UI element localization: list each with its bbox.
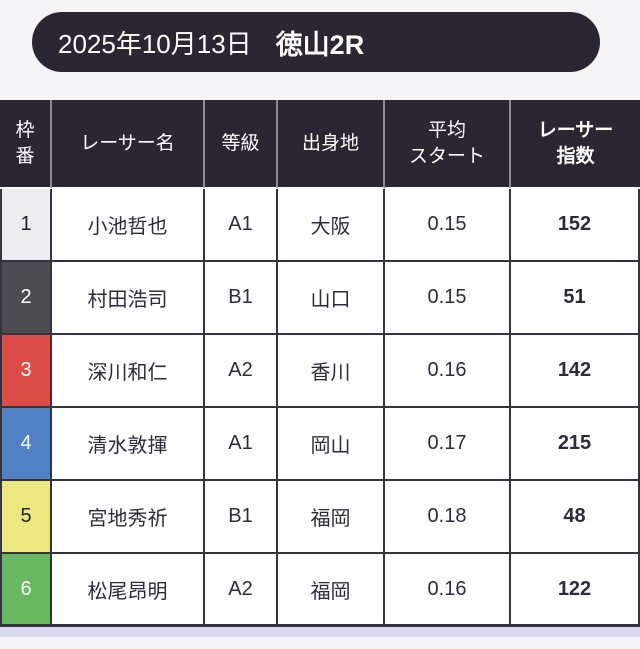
table-header-row: 枠 番 レーサー名 等級 出身地 平均 スタート レーサー 指数 [0, 100, 640, 189]
grade-cell: B1 [205, 262, 278, 335]
origin-cell: 福岡 [278, 554, 385, 627]
racer-index-cell: 51 [511, 262, 640, 335]
origin-cell: 福岡 [278, 481, 385, 554]
racer-name-cell: 宮地秀祈 [52, 481, 205, 554]
col-header-grade: 等級 [205, 100, 278, 189]
racer-name-cell: 小池哲也 [52, 189, 205, 262]
frame-number-cell: 4 [0, 408, 52, 481]
avg-start-cell: 0.16 [385, 335, 511, 408]
frame-number-cell: 3 [0, 335, 52, 408]
col-header-index: レーサー 指数 [511, 100, 640, 189]
table-row: 1 小池哲也 A1 大阪 0.15 152 [0, 189, 640, 262]
frame-number-cell: 1 [0, 189, 52, 262]
avg-start-cell: 0.18 [385, 481, 511, 554]
avg-start-cell: 0.17 [385, 408, 511, 481]
racer-name-cell: 清水敦揮 [52, 408, 205, 481]
origin-cell: 大阪 [278, 189, 385, 262]
table-row: 5 宮地秀祈 B1 福岡 0.18 48 [0, 481, 640, 554]
racer-index-cell: 215 [511, 408, 640, 481]
table-row: 2 村田浩司 B1 山口 0.15 51 [0, 262, 640, 335]
col-header-frame: 枠 番 [0, 100, 52, 189]
racer-index-cell: 142 [511, 335, 640, 408]
grade-cell: B1 [205, 481, 278, 554]
col-header-avg-start: 平均 スタート [385, 100, 511, 189]
racer-index-cell: 48 [511, 481, 640, 554]
origin-cell: 岡山 [278, 408, 385, 481]
avg-start-cell: 0.16 [385, 554, 511, 627]
table-row: 6 松尾昂明 A2 福岡 0.16 122 [0, 554, 640, 627]
avg-start-cell: 0.15 [385, 262, 511, 335]
frame-number-cell: 2 [0, 262, 52, 335]
racer-table: 枠 番 レーサー名 等級 出身地 平均 スタート レーサー 指数 1 小池哲也 … [0, 100, 640, 627]
bottom-strip [0, 627, 640, 637]
racer-index-cell: 152 [511, 189, 640, 262]
racer-name-cell: 深川和仁 [52, 335, 205, 408]
race-name: 徳山2R [275, 29, 365, 60]
grade-cell: A1 [205, 189, 278, 262]
origin-cell: 香川 [278, 335, 385, 408]
race-header-pill: 2025年10月13日 徳山2R [32, 12, 600, 72]
col-header-origin: 出身地 [278, 100, 385, 189]
table-row: 3 深川和仁 A2 香川 0.16 142 [0, 335, 640, 408]
race-date: 2025年10月13日 [58, 28, 252, 59]
origin-cell: 山口 [278, 262, 385, 335]
racer-index-cell: 122 [511, 554, 640, 627]
table-row: 4 清水敦揮 A1 岡山 0.17 215 [0, 408, 640, 481]
avg-start-cell: 0.15 [385, 189, 511, 262]
racer-name-cell: 村田浩司 [52, 262, 205, 335]
grade-cell: A2 [205, 554, 278, 627]
grade-cell: A1 [205, 408, 278, 481]
col-header-name: レーサー名 [52, 100, 205, 189]
frame-number-cell: 6 [0, 554, 52, 627]
frame-number-cell: 5 [0, 481, 52, 554]
grade-cell: A2 [205, 335, 278, 408]
racer-name-cell: 松尾昂明 [52, 554, 205, 627]
